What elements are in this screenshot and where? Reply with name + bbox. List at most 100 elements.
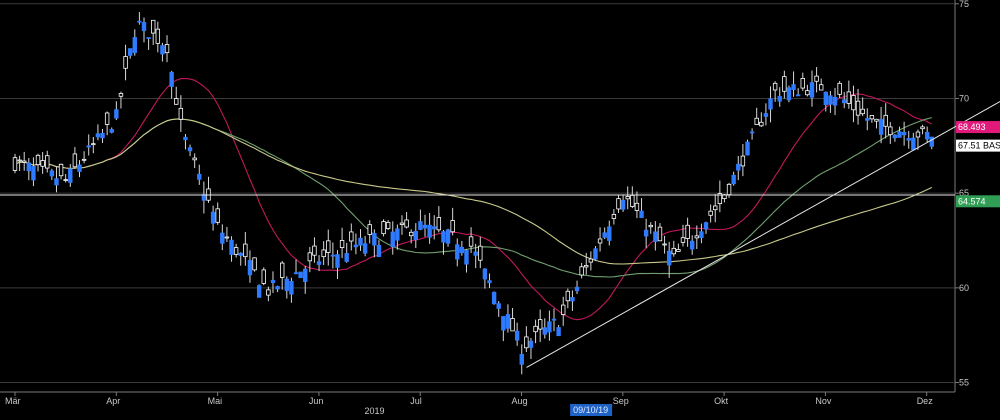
candle-body — [127, 48, 133, 56]
candle-body — [298, 271, 303, 279]
candle-body — [809, 82, 815, 98]
candle-body — [95, 133, 101, 138]
y-tick-label: 75 — [959, 0, 969, 9]
price-tag-box — [956, 139, 1000, 152]
candle-body — [768, 98, 773, 110]
candle-body — [823, 91, 829, 106]
candle-body — [114, 109, 119, 119]
candle-body — [261, 269, 266, 284]
candle-body — [151, 19, 156, 34]
candle-body — [132, 37, 137, 53]
candle-body — [339, 239, 345, 249]
candle-body — [828, 95, 833, 105]
candle-body — [726, 183, 732, 196]
candle-body — [869, 115, 875, 120]
candle-body — [528, 340, 534, 348]
candle-body — [183, 136, 188, 141]
candle-body — [164, 44, 170, 54]
y-axis: 75 70 65 60 55 — [955, 0, 969, 388]
candle-body — [772, 82, 778, 91]
candle-body — [381, 221, 386, 235]
y-tick-label: 70 — [959, 93, 969, 103]
candle-body — [459, 246, 465, 254]
candle-body — [141, 22, 147, 31]
candle-body — [321, 249, 326, 258]
x-tick-label: Apr — [106, 396, 120, 406]
candle-body — [77, 164, 82, 172]
x-tick-label: Mär — [5, 396, 21, 406]
candle-body — [924, 131, 930, 140]
candle-body — [367, 224, 372, 235]
candle-body — [473, 251, 478, 256]
candle-body — [643, 229, 649, 237]
candle-body — [422, 224, 428, 229]
candle-body — [547, 321, 552, 333]
candle-body — [782, 76, 787, 92]
candle-body — [455, 244, 460, 260]
candle-body — [275, 286, 280, 290]
candle-body — [607, 226, 612, 241]
candle-body — [26, 162, 32, 172]
candle-body — [123, 56, 128, 69]
candle-body — [349, 231, 354, 242]
candle-body — [344, 253, 349, 262]
candle-body — [911, 137, 916, 151]
candle-body — [676, 249, 681, 252]
candle-body — [464, 249, 469, 265]
price-tag-label: 64.574 — [958, 196, 986, 206]
candle-body — [63, 179, 68, 182]
candle-body — [579, 266, 584, 276]
x-tick-label: Sep — [613, 396, 629, 406]
x-tick-label: Mai — [208, 396, 223, 406]
candle-body — [671, 247, 676, 255]
candle-body — [736, 163, 741, 171]
candle-body — [920, 126, 925, 130]
candle-body — [915, 131, 921, 138]
candle-body — [247, 260, 253, 276]
candle-body — [68, 168, 73, 183]
candle-body — [685, 224, 690, 239]
candle-body — [270, 279, 276, 284]
candle-body — [745, 141, 750, 156]
candle-body — [759, 121, 764, 127]
candle-body — [72, 153, 78, 168]
candle-body — [611, 214, 617, 219]
candle-body — [224, 236, 230, 239]
candle-body — [795, 94, 801, 97]
candle-body — [187, 147, 193, 152]
candle-body — [519, 353, 524, 365]
candle-body — [846, 91, 852, 104]
candle-body — [874, 118, 879, 122]
candle-body — [146, 37, 151, 39]
candle-body — [427, 224, 432, 238]
y-tick-label: 65 — [959, 188, 969, 198]
candle-body — [551, 318, 557, 321]
candle-body — [584, 265, 589, 268]
candle-body — [699, 231, 704, 239]
trend-line — [526, 101, 1000, 368]
candle-body — [104, 112, 110, 125]
candle-body — [703, 222, 709, 230]
price-tag-label: 67.51 BAS — [958, 141, 1000, 151]
cursor-date-label: 09/10/19 — [573, 405, 608, 415]
candle-body — [376, 245, 382, 257]
price-tags: 68.493 67.51 BAS 64.574 — [956, 121, 1000, 208]
cursor-date-box — [570, 404, 613, 416]
candle-body — [754, 117, 759, 125]
candle-body — [445, 229, 451, 244]
candle-body — [800, 78, 805, 89]
candle-body — [468, 236, 474, 247]
candle-body — [229, 239, 234, 255]
candle-body — [777, 96, 782, 102]
candle-body — [851, 95, 856, 111]
x-tick-label: Jul — [410, 396, 422, 406]
candle-body — [837, 82, 842, 95]
candle-body — [533, 325, 538, 333]
candle-body — [178, 107, 184, 120]
candle-body — [450, 220, 455, 233]
candle-body — [91, 143, 96, 146]
sma-long-line — [14, 118, 933, 265]
candle-body — [330, 254, 336, 257]
candle-body — [565, 290, 571, 302]
candle-body — [666, 250, 672, 266]
